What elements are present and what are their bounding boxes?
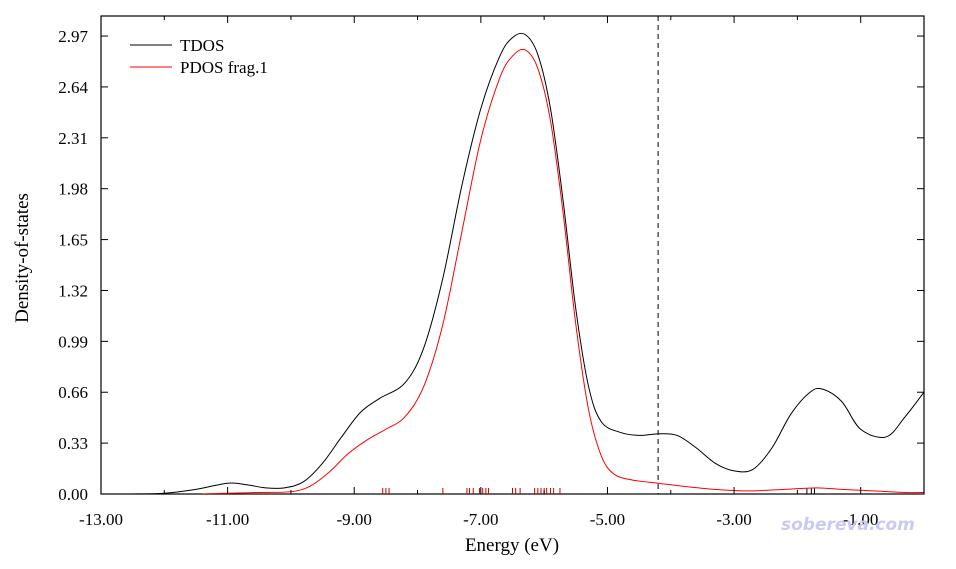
y-tick-label: 0.33 — [58, 434, 88, 453]
series-group — [132, 32, 924, 494]
series-line-tdos — [132, 32, 924, 494]
y-axis-title: Density-of-states — [12, 193, 33, 323]
legend-label-pdos: PDOS frag.1 — [180, 58, 268, 77]
x-axis-title: Energy (eV) — [465, 535, 559, 556]
x-tick-label: -11.00 — [206, 510, 249, 529]
x-tick-label: -9.00 — [337, 510, 372, 529]
y-tick-label: 1.65 — [58, 231, 88, 250]
x-tick-label: -1.00 — [843, 510, 878, 529]
legend: TDOS PDOS frag.1 — [130, 36, 268, 77]
y-axis: 0.00 0.33 0.66 0.99 1.32 1.65 1.98 2.31 2.64 2.97 — [58, 27, 924, 504]
y-tick-label: 1.98 — [58, 180, 88, 199]
legend-label-tdos: TDOS — [180, 36, 224, 55]
y-tick-label: 2.31 — [58, 129, 88, 148]
y-tick-label: 0.99 — [58, 332, 88, 351]
x-axis: -13.00 -11.00 -9.00 -7.00 -5.00 -3.00 -1.00 — [79, 16, 925, 529]
x-tick-label: -3.00 — [716, 510, 751, 529]
y-tick-label: 0.66 — [58, 383, 88, 402]
watermark-text: sobereva.com — [781, 515, 915, 535]
x-tick-label: -7.00 — [463, 510, 498, 529]
y-tick-label: 0.00 — [58, 485, 88, 504]
y-tick-label: 2.64 — [58, 78, 88, 97]
y-tick-label: 2.97 — [58, 27, 88, 46]
plot-frame — [100, 15, 925, 495]
y-tick-label: 1.32 — [58, 281, 88, 300]
x-tick-label: -13.00 — [79, 510, 123, 529]
series-line-pdos-frag1 — [202, 48, 924, 494]
x-tick-label: -5.00 — [590, 510, 625, 529]
